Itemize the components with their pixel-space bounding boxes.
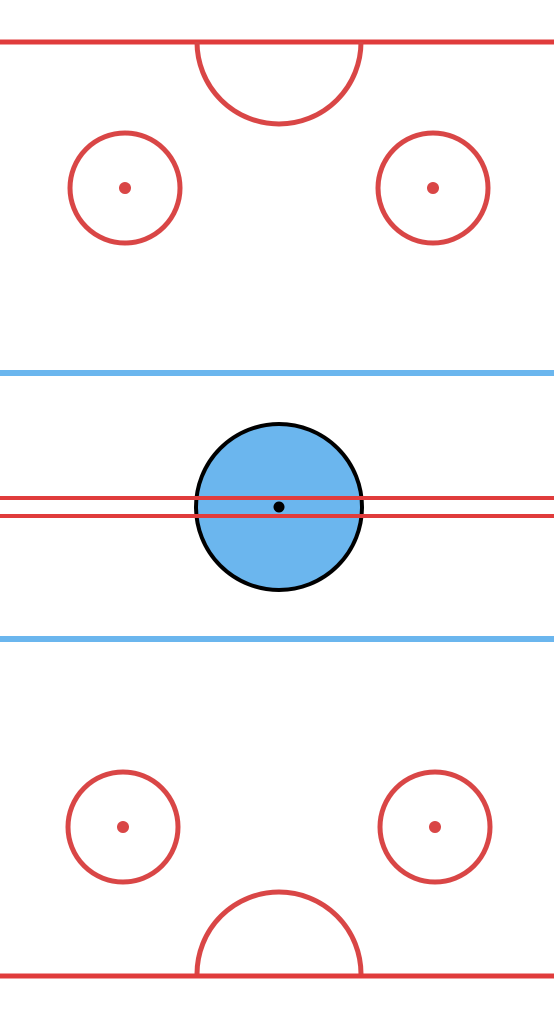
faceoff-ring	[377, 769, 493, 885]
center-faceoff-dot	[273, 501, 285, 513]
faceoff-ring	[375, 130, 491, 246]
center-red-lines	[0, 496, 554, 518]
faceoff-dot	[117, 821, 129, 833]
bottom-left-faceoff-circle	[65, 769, 181, 885]
faceoff-dot	[429, 821, 441, 833]
bottom-right-faceoff-circle	[377, 769, 493, 885]
top-left-faceoff-circle	[67, 130, 183, 246]
faceoff-dot	[427, 182, 439, 194]
faceoff-ring	[65, 769, 181, 885]
faceoff-dot	[119, 182, 131, 194]
bottom-goal-crease	[194, 889, 364, 975]
top-goal-crease	[194, 41, 364, 127]
faceoff-ring	[67, 130, 183, 246]
top-right-faceoff-circle	[375, 130, 491, 246]
